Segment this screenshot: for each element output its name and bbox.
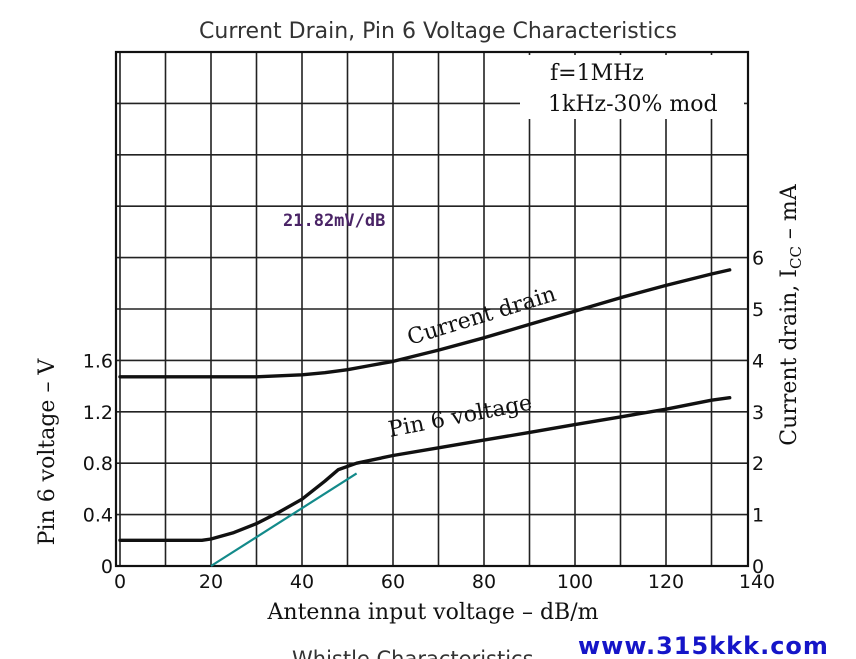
conditions-box: f=1MHz 1kHz-30% mod	[520, 55, 744, 119]
x-tick-label: 60	[381, 571, 405, 593]
y-tick-label-right: 2	[752, 453, 764, 475]
y-tick-label-left: 1.2	[83, 402, 113, 424]
y-tick-label-right: 4	[752, 350, 764, 372]
condition-frequency: f=1MHz	[550, 61, 644, 86]
y-tick-label-left: 0	[101, 556, 113, 578]
y-ticks-left: 0 0.4 0.8 1.2 1.6	[83, 350, 113, 578]
chart-title: Current Drain, Pin 6 Voltage Characteris…	[199, 19, 677, 44]
grid	[116, 52, 748, 566]
plot-frame	[114, 50, 750, 568]
y-ticks-right: 0 1 2 3 4 5 6	[752, 248, 764, 578]
x-tick-label: 120	[648, 571, 684, 593]
condition-modulation: 1kHz-30% mod	[548, 92, 718, 117]
x-tick-label: 40	[290, 571, 314, 593]
x-tick-label: 20	[199, 571, 223, 593]
y-tick-label-left: 0.4	[83, 505, 113, 527]
watermark: www.315kkk.com	[578, 632, 829, 659]
series-label-current-drain: Current drain	[404, 282, 559, 351]
y-tick-label-right: 6	[752, 248, 764, 270]
y-tick-label-right: 5	[752, 299, 764, 321]
y-tick-label-right: 1	[752, 505, 764, 527]
x-tick-label: 0	[114, 571, 126, 593]
tangent-line	[210, 472, 358, 567]
series	[118, 268, 732, 567]
x-axis-label: Antenna input voltage – dB/m	[267, 600, 599, 625]
y-tick-label-right: 3	[752, 402, 764, 424]
x-tick-label: 140	[739, 571, 775, 593]
pin6-voltage-curve	[118, 396, 732, 542]
y-tick-label-left: 1.6	[83, 350, 113, 372]
x-ticks: 0 20 40 60 80 100 120 140	[114, 571, 775, 593]
y-tick-label-left: 0.8	[83, 453, 113, 475]
y-axis-label-left: Pin 6 voltage – V	[35, 358, 60, 546]
x-tick-label: 100	[557, 571, 593, 593]
x-tick-label: 80	[472, 571, 496, 593]
slope-annotation: 21.82mV/dB	[283, 211, 385, 231]
y-axis-label-right: Current drain, ICC – mA	[777, 183, 805, 445]
current-drain-curve	[118, 268, 732, 379]
next-section-heading: Whistle Characteristics	[292, 647, 534, 659]
y-tick-label-right: 0	[752, 556, 764, 578]
